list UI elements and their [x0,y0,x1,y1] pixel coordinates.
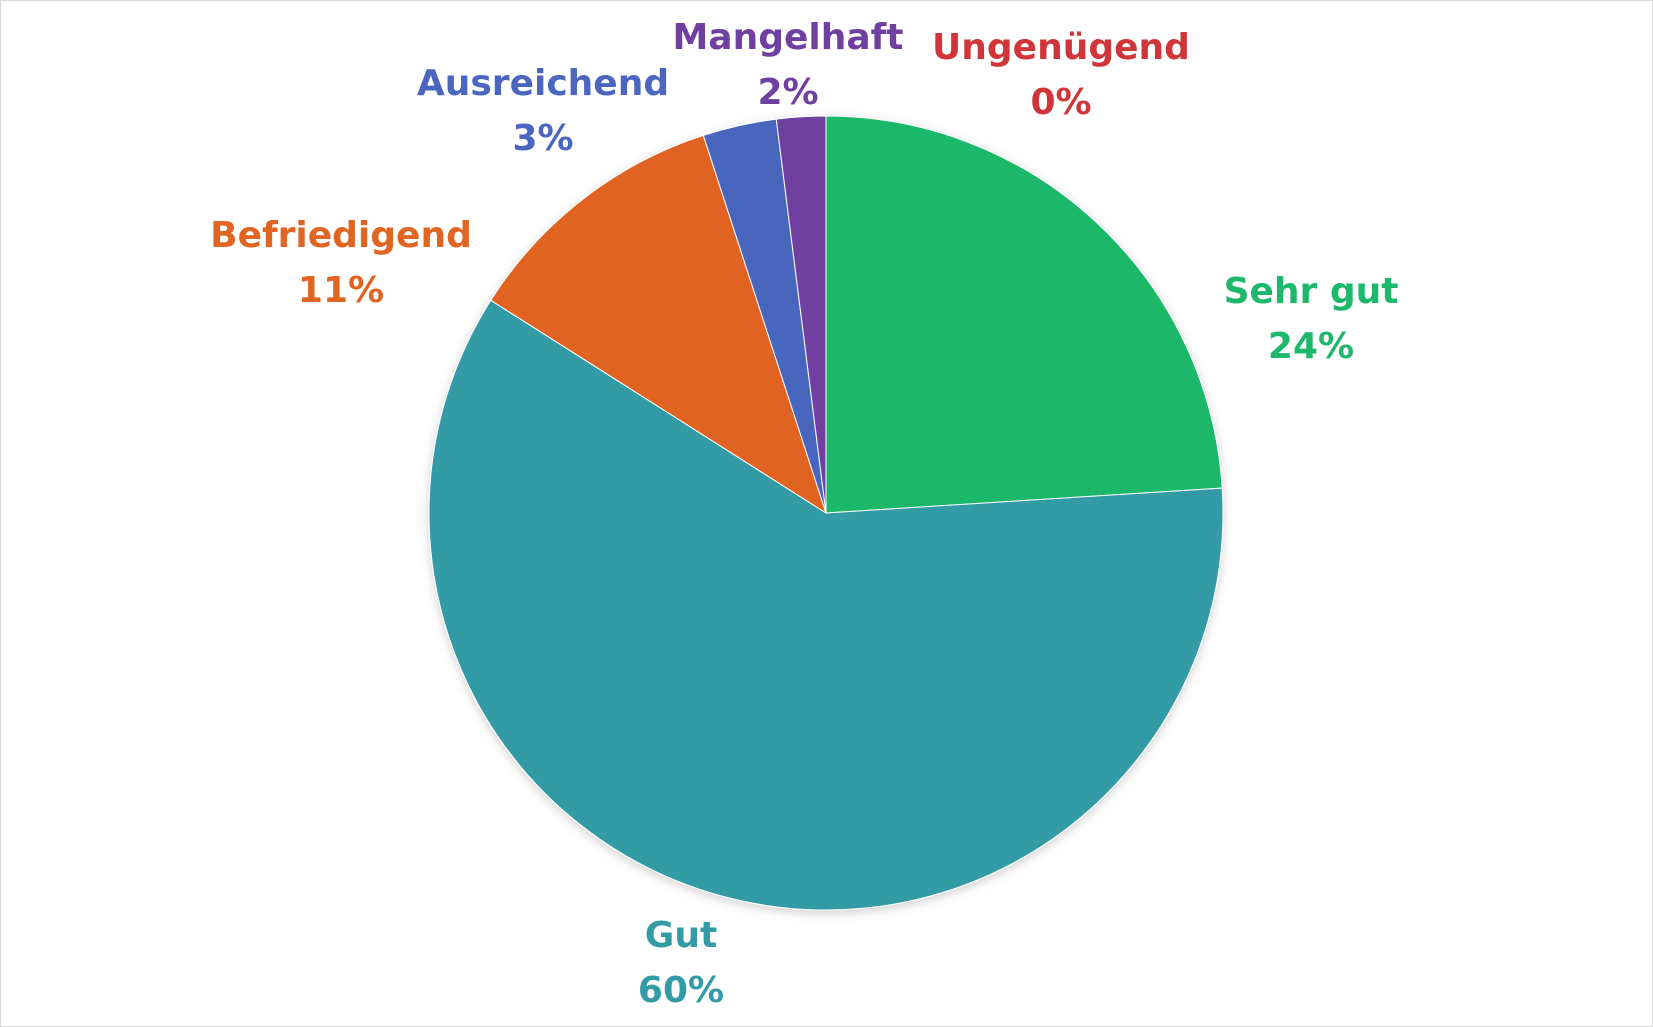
pie-slices [428,115,1224,911]
data-label-mangelhaft-percent: 2% [757,72,818,113]
pie-slice-sehr-gut [825,115,1223,514]
data-label-befriedigend-category: Befriedigend [210,215,472,256]
data-label-ungenuegend-category: Ungenügend [932,27,1190,68]
pie-slice-befriedigend [490,134,827,515]
data-label-ausreichend-category: Ausreichend [417,63,669,104]
data-label-sehr-gut-category: Sehr gut [1224,271,1399,312]
data-label-befriedigend-percent: 11% [298,270,384,311]
data-label-gut-category: Gut [645,915,717,956]
data-label-sehr-gut-percent: 24% [1268,326,1354,367]
pie-data-labels: Sehr gut 24% Gut 60% Befriedigend 11% Ausreich… [210,17,1398,1011]
data-label-ungenuegend-percent: 0% [1030,82,1091,123]
pie-slice-mangelhaft [775,115,827,514]
data-label-gut-percent: 60% [638,970,724,1011]
data-label-mangelhaft-category: Mangelhaft [672,17,903,58]
data-label-ausreichend-percent: 3% [512,118,573,159]
pie-slice-gut [428,299,1224,911]
